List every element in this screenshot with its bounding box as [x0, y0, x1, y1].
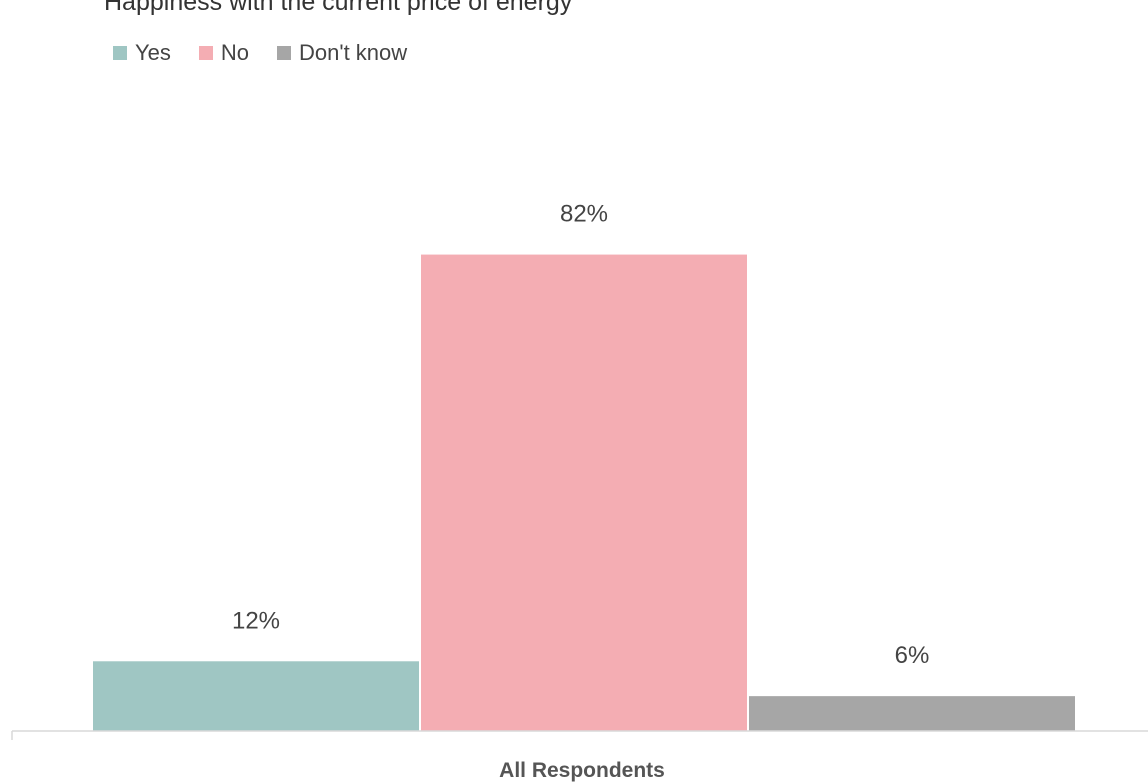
legend: Yes No Don't know: [113, 40, 435, 66]
bar-yes: [93, 661, 419, 731]
legend-swatch-yes: [113, 46, 127, 60]
legend-item-no: No: [198, 40, 250, 66]
bar-labels-group: 12% 82% 6%: [232, 201, 929, 670]
bars-group: [93, 254, 1075, 731]
data-label-no: 82%: [560, 201, 608, 228]
legend-label-no: No: [220, 40, 250, 65]
chart-title: Happiness with the current price of ener…: [104, 0, 573, 16]
data-label-dont-know: 6%: [895, 642, 930, 669]
legend-swatch-dont-know: [277, 46, 292, 60]
legend-item-dont-know: Don't know: [277, 40, 407, 66]
legend-swatch-no: [198, 46, 213, 60]
bar-no: [421, 254, 747, 731]
data-label-yes: 12%: [232, 607, 280, 634]
bar-dont-know: [749, 696, 1075, 731]
legend-label-dont-know: Don't know: [299, 40, 408, 65]
legend-item-yes: Yes: [113, 40, 171, 66]
category-label: All Respondents: [499, 759, 665, 782]
legend-label-yes: Yes: [135, 40, 171, 65]
